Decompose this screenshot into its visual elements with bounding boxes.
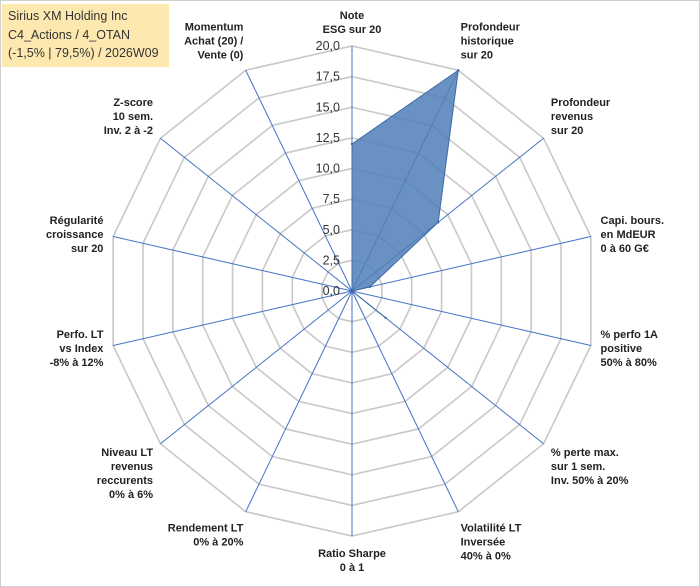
axis-label-line: en MdEUR (601, 229, 656, 241)
axis-label-line: 0 à 60 G€ (601, 243, 649, 255)
axis-label-line: Note (340, 10, 364, 22)
axis-spoke (160, 137, 353, 292)
axis-label-line: historique (461, 35, 514, 47)
r-tick-label: 7,5 (323, 192, 340, 206)
axis-label-line: 0% à 6% (109, 489, 153, 501)
axis-label-line: Inv. 2 à -2 (104, 125, 153, 137)
axis-label-line: 50% à 80% (601, 357, 657, 369)
r-tick-label: 2,5 (323, 253, 340, 267)
axis-label-line: Achat (20) / (184, 35, 243, 47)
series-point (350, 142, 354, 146)
title-stats: (-1,5% | 79,5%) / 2026W09 (8, 46, 159, 60)
axis-label: Momentum Achat (20) / Vente (0) (184, 21, 244, 61)
axis-label-line: Volatilité LT (461, 523, 522, 535)
axis-spoke (351, 290, 591, 347)
r-tick-label: 20,0 (316, 39, 340, 53)
chart-title-box: Sirius XM Holding Inc C4_Actions / 4_OTA… (2, 4, 169, 67)
radar-grid (112, 45, 592, 537)
axis-label-line: Ratio Sharpe (318, 548, 386, 560)
radar-tick-labels: 0,0 2,5 5,0 7,5 10,0 12,5 15,0 17,5 20,0 (316, 39, 340, 298)
axis-spoke (351, 290, 459, 512)
series-point (350, 289, 354, 293)
axis-label: Profondeur historique sur 20 (461, 21, 521, 61)
radar-axis-labels: Note ESG sur 20 Profondeur historique sur 20… (46, 10, 664, 574)
axis-label: Régularité croissance sur 20 (46, 215, 103, 255)
axis-label-line: 40% à 0% (461, 551, 511, 563)
axis-label-line: % perfo 1A (601, 329, 659, 341)
radar-series (350, 69, 460, 319)
axis-label-line: Régularité (50, 215, 104, 227)
axis-label: Rendement LT 0% à 20% (168, 523, 244, 549)
axis-spoke (160, 290, 353, 445)
axis-label-line: positive (601, 343, 643, 355)
title-company: Sirius XM Holding Inc (8, 9, 128, 23)
series-point (368, 285, 372, 289)
axis-label: Ratio Sharpe 0 à 1 (318, 548, 386, 574)
axis-label-line: -8% à 12% (50, 357, 104, 369)
r-tick-label: 17,5 (316, 70, 340, 84)
axis-label-line: ESG sur 20 (323, 24, 382, 36)
axis-label: % perfo 1A positive 50% à 80% (601, 329, 659, 369)
axis-label: Niveau LT revenus reccurents 0% à 6% (97, 447, 154, 501)
axis-label: % perte max. sur 1 sem. Inv. 50% à 20% (551, 447, 629, 487)
series-point (457, 69, 460, 72)
axis-label-line: Niveau LT (101, 447, 153, 459)
axis-label-line: revenus (111, 461, 153, 473)
axis-label-line: sur 20 (461, 49, 493, 61)
series-point (436, 221, 440, 224)
axis-label-line: sur 20 (551, 125, 583, 137)
series-area (350, 69, 459, 319)
axis-spoke (113, 235, 353, 292)
axis-label: Perfo. LT vs Index -8% à 12% (50, 329, 105, 369)
axis-spoke (245, 290, 353, 512)
axis-label: Profondeur revenus sur 20 (551, 97, 611, 137)
axis-label-line: Profondeur (461, 21, 521, 33)
axis-label-line: % perte max. (551, 447, 619, 459)
title-category: C4_Actions / 4_OTAN (8, 27, 131, 42)
axis-label-line: Momentum (185, 21, 244, 33)
r-tick-label: 5,0 (323, 223, 340, 237)
axis-label-line: Z-score (113, 97, 153, 109)
axis-label-line: Capi. bours. (601, 215, 665, 227)
axis-label-line: croissance (46, 229, 103, 241)
axis-label-line: Rendement LT (168, 523, 244, 535)
axis-label: Volatilité LT Inversée 40% à 0% (461, 523, 522, 563)
axis-label-line: vs Index (59, 343, 104, 355)
axis-spoke (113, 290, 353, 347)
r-tick-label: 10,0 (316, 162, 340, 176)
axis-label: Z-score 10 sem. Inv. 2 à -2 (104, 97, 153, 137)
r-tick-label: 15,0 (316, 100, 340, 114)
axis-label: Capi. bours. en MdEUR 0 à 60 G€ (601, 215, 665, 255)
r-tick-label: 0,0 (323, 284, 340, 298)
axis-label-line: Vente (0) (198, 49, 244, 61)
axis-label-line: Profondeur (551, 97, 611, 109)
axis-spoke (245, 70, 353, 292)
axis-label-line: 0% à 20% (193, 537, 243, 549)
axis-label-line: sur 1 sem. (551, 461, 605, 473)
axis-label: Note ESG sur 20 (323, 10, 382, 36)
axis-label-line: revenus (551, 111, 593, 123)
axis-label-line: Inv. 50% à 20% (551, 475, 629, 487)
axis-label-line: Inversée (461, 537, 506, 549)
axis-label-line: 0 à 1 (340, 562, 364, 574)
axis-label-line: Perfo. LT (57, 329, 104, 341)
axis-label-line: reccurents (97, 475, 153, 487)
series-point (384, 316, 387, 319)
r-tick-label: 12,5 (316, 131, 340, 145)
axis-label-line: sur 20 (71, 243, 103, 255)
axis-label-line: 10 sem. (113, 111, 153, 123)
axis-spoke (351, 235, 591, 292)
